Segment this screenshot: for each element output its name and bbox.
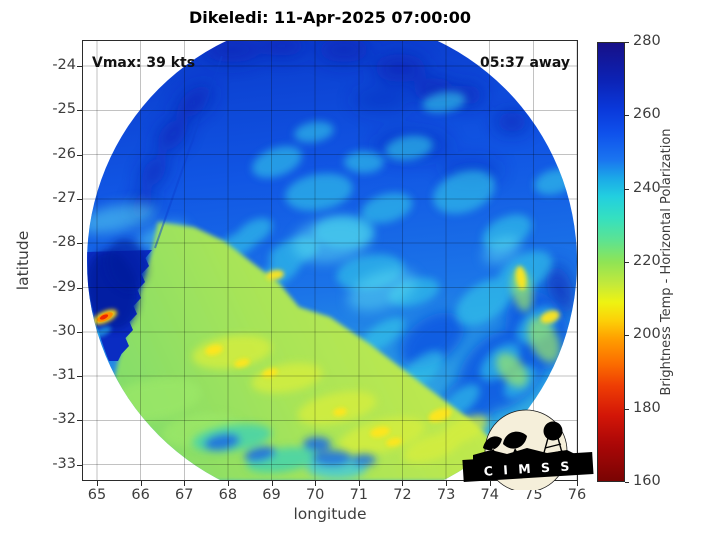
colorbar-tick-label: 240 xyxy=(633,179,661,196)
x-tick-mark xyxy=(227,481,229,486)
cimss-logo: C I M S S xyxy=(462,409,594,490)
satellite-dish-right xyxy=(503,431,527,458)
y-tick-mark xyxy=(77,198,82,200)
y-tick-mark xyxy=(77,376,82,378)
y-tick-mark xyxy=(77,287,82,289)
x-tick-mark xyxy=(446,481,448,486)
y-axis-label: latitude xyxy=(14,230,32,291)
x-tick-mark xyxy=(489,481,491,486)
y-tick-mark xyxy=(77,420,82,422)
y-tick-mark xyxy=(77,464,82,466)
colorbar-tick-mark xyxy=(625,262,629,263)
y-tick-mark xyxy=(77,331,82,333)
x-tick-label: 68 xyxy=(218,487,238,503)
time-away-annotation: 05:37 away xyxy=(480,55,570,71)
y-tick-label: -25 xyxy=(52,101,76,118)
colorbar-tick-mark xyxy=(625,42,629,43)
logo-banner: C I M S S xyxy=(462,452,594,482)
colorbar-tick-mark xyxy=(625,335,629,337)
colorbar-tick-label: 200 xyxy=(633,326,661,343)
x-tick-label: 65 xyxy=(87,487,107,503)
x-tick-mark xyxy=(576,481,578,486)
x-tick-mark xyxy=(140,481,142,486)
x-tick-label: 76 xyxy=(567,487,587,503)
grid-lines xyxy=(82,40,578,481)
x-tick-mark xyxy=(358,481,360,486)
colorbar xyxy=(597,42,625,482)
y-tick-label: -29 xyxy=(52,278,76,295)
colorbar-tick-label: 260 xyxy=(633,106,661,123)
colorbar-tick-label: 180 xyxy=(633,399,661,416)
x-tick-label: 66 xyxy=(131,487,150,503)
x-tick-label: 72 xyxy=(393,487,412,503)
y-tick-mark xyxy=(77,243,82,245)
hot-spot xyxy=(92,309,118,325)
yellow-cells xyxy=(205,266,560,447)
water-tower-tank xyxy=(543,421,563,441)
logo-banner-text: C I M S S xyxy=(483,458,572,478)
x-tick-mark xyxy=(315,481,317,486)
x-tick-label: 70 xyxy=(305,487,325,503)
left-dark-wedge xyxy=(87,239,152,361)
y-tick-mark xyxy=(77,154,82,156)
colorbar-tick-label: 160 xyxy=(633,473,661,489)
x-axis-label: longitude xyxy=(293,505,367,523)
colorbar-tick-label: 220 xyxy=(633,253,661,269)
y-tick-label: -26 xyxy=(52,145,76,162)
y-tick-label: -31 xyxy=(52,367,76,384)
colorbar-tick-mark xyxy=(625,408,629,410)
satellite-swath-image xyxy=(82,40,578,481)
x-tick-mark xyxy=(271,481,273,486)
plot-area xyxy=(82,40,578,481)
y-tick-label: -30 xyxy=(52,322,76,339)
x-tick-label: 67 xyxy=(175,487,194,503)
x-tick-mark xyxy=(97,481,98,486)
x-tick-mark xyxy=(402,481,404,486)
x-tick-mark xyxy=(184,481,186,486)
x-tick-label: 75 xyxy=(524,487,543,503)
x-tick-label: 73 xyxy=(436,487,456,503)
y-tick-label: -24 xyxy=(52,57,76,73)
colorbar-tick-mark xyxy=(625,188,629,190)
y-tick-mark xyxy=(77,110,82,112)
plot-title: Dikeledi: 11-Apr-2025 07:00:00 xyxy=(188,8,472,27)
swath-seam-line xyxy=(154,55,223,249)
y-tick-mark xyxy=(77,66,82,67)
colorbar-tick-mark xyxy=(625,115,629,117)
y-tick-label: -32 xyxy=(52,411,76,428)
y-tick-label: -33 xyxy=(52,455,76,472)
bottom-rim-patches xyxy=(192,423,376,479)
satellite-dish-left xyxy=(483,436,502,456)
swath-clipped-art xyxy=(87,40,577,481)
x-tick-label: 69 xyxy=(262,487,281,503)
x-tick-label: 74 xyxy=(480,487,499,503)
x-tick-label: 71 xyxy=(349,487,369,503)
colorbar-tick-label: 280 xyxy=(633,33,661,49)
y-tick-label: -28 xyxy=(52,234,76,251)
colorbar-tick-mark xyxy=(625,482,629,483)
vmax-annotation: Vmax: 39 kts xyxy=(92,55,196,71)
y-tick-label: -27 xyxy=(52,189,76,206)
